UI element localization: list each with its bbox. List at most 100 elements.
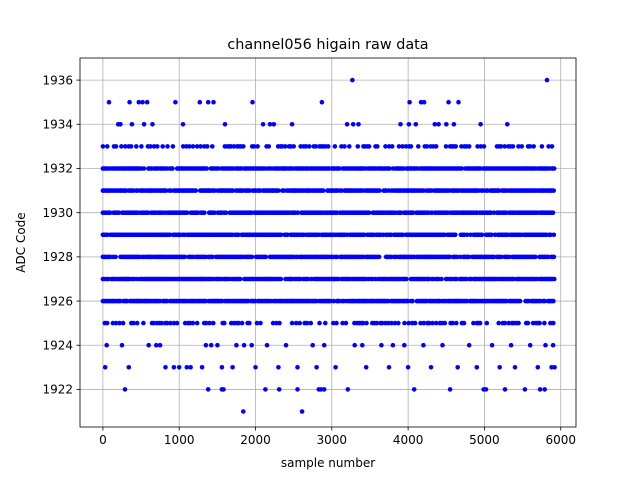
data-point [222,320,227,326]
data-point [502,320,508,326]
data-point [303,144,309,149]
data-point [392,320,398,326]
outlier-point [136,99,142,105]
data-point [404,276,409,282]
data-point [442,320,448,326]
data-point [366,210,372,215]
data-point [239,320,245,326]
data-point [551,254,557,260]
data-point [424,144,430,149]
data-point [546,144,551,149]
outlier-point [104,342,109,348]
outlier-point [402,342,407,348]
outlier-point [456,99,461,105]
outlier-point [398,122,403,127]
data-point [141,166,147,171]
data-point [230,188,236,193]
outlier-point [197,99,203,105]
outlier-point [140,99,145,105]
x-axis-label: sample number [281,456,375,470]
data-point [263,254,269,260]
data-point [426,320,432,326]
outlier-point [126,365,132,370]
data-point [406,320,412,326]
x-tick-label: 2000 [240,433,271,447]
data-point [193,188,199,193]
data-point [163,188,169,193]
data-point [340,320,345,326]
x-axis-ticks: 0 1000 2000 3000 4000 5000 6000 [99,427,576,447]
outlier-point [215,342,220,348]
data-point [477,320,483,326]
data-point [190,144,196,149]
data-point [325,144,331,149]
y-axis-label: ADC Code [14,212,28,272]
data-point [479,232,485,238]
outlier-point [390,342,396,348]
outlier-point [157,342,163,348]
outlier-point [552,365,557,370]
data-point [167,232,173,238]
outlier-point [474,365,480,370]
outlier-point [119,342,125,348]
data-point [251,144,257,149]
data-point [231,144,237,149]
data-point [237,276,243,282]
data-point [308,320,314,326]
data-point [210,254,215,260]
data-point [270,320,276,326]
data-point [416,144,421,149]
data-point [533,254,538,260]
data-point [410,210,416,215]
outlier-point [505,122,510,127]
outlier-point [146,342,151,348]
data-point [128,144,134,149]
data-point [454,276,460,282]
outlier-point [211,99,216,105]
data-point [210,144,215,149]
data-point [159,320,164,326]
outlier-point [363,365,369,370]
data-point [335,276,341,282]
outlier-point [314,365,319,370]
data-point [276,188,281,193]
outlier-point [543,342,548,348]
outlier-point [230,365,235,370]
outlier-point [413,122,419,127]
data-point [502,144,508,149]
data-point [305,276,311,282]
data-point [433,144,439,149]
outlier-point [428,365,434,370]
outlier-point [310,342,316,348]
outlier-point [522,387,528,392]
outlier-point [267,122,273,127]
y-tick-label: 1934 [42,117,73,131]
outlier-point [299,409,305,414]
outlier-point [411,387,417,392]
data-point [184,210,190,215]
data-point [412,320,418,326]
data-point [254,320,260,326]
data-point [475,144,480,149]
data-point [113,254,118,260]
outlier-point [205,387,211,392]
data-point [527,144,533,149]
data-point [100,144,106,149]
data-point [481,144,487,149]
data-point [552,276,557,282]
data-point [304,320,310,326]
data-point [187,144,192,149]
x-tick-label: 6000 [545,433,576,447]
data-point [454,320,459,326]
outlier-point [289,122,295,127]
y-tick-label: 1936 [42,73,73,87]
outlier-point [122,387,128,392]
data-point [455,254,460,260]
outlier-point [451,122,457,127]
data-point [453,232,458,238]
outlier-point [321,342,327,348]
outlier-point [150,122,155,127]
outlier-point [163,365,168,370]
data-point [165,144,170,149]
outlier-point [127,99,132,105]
